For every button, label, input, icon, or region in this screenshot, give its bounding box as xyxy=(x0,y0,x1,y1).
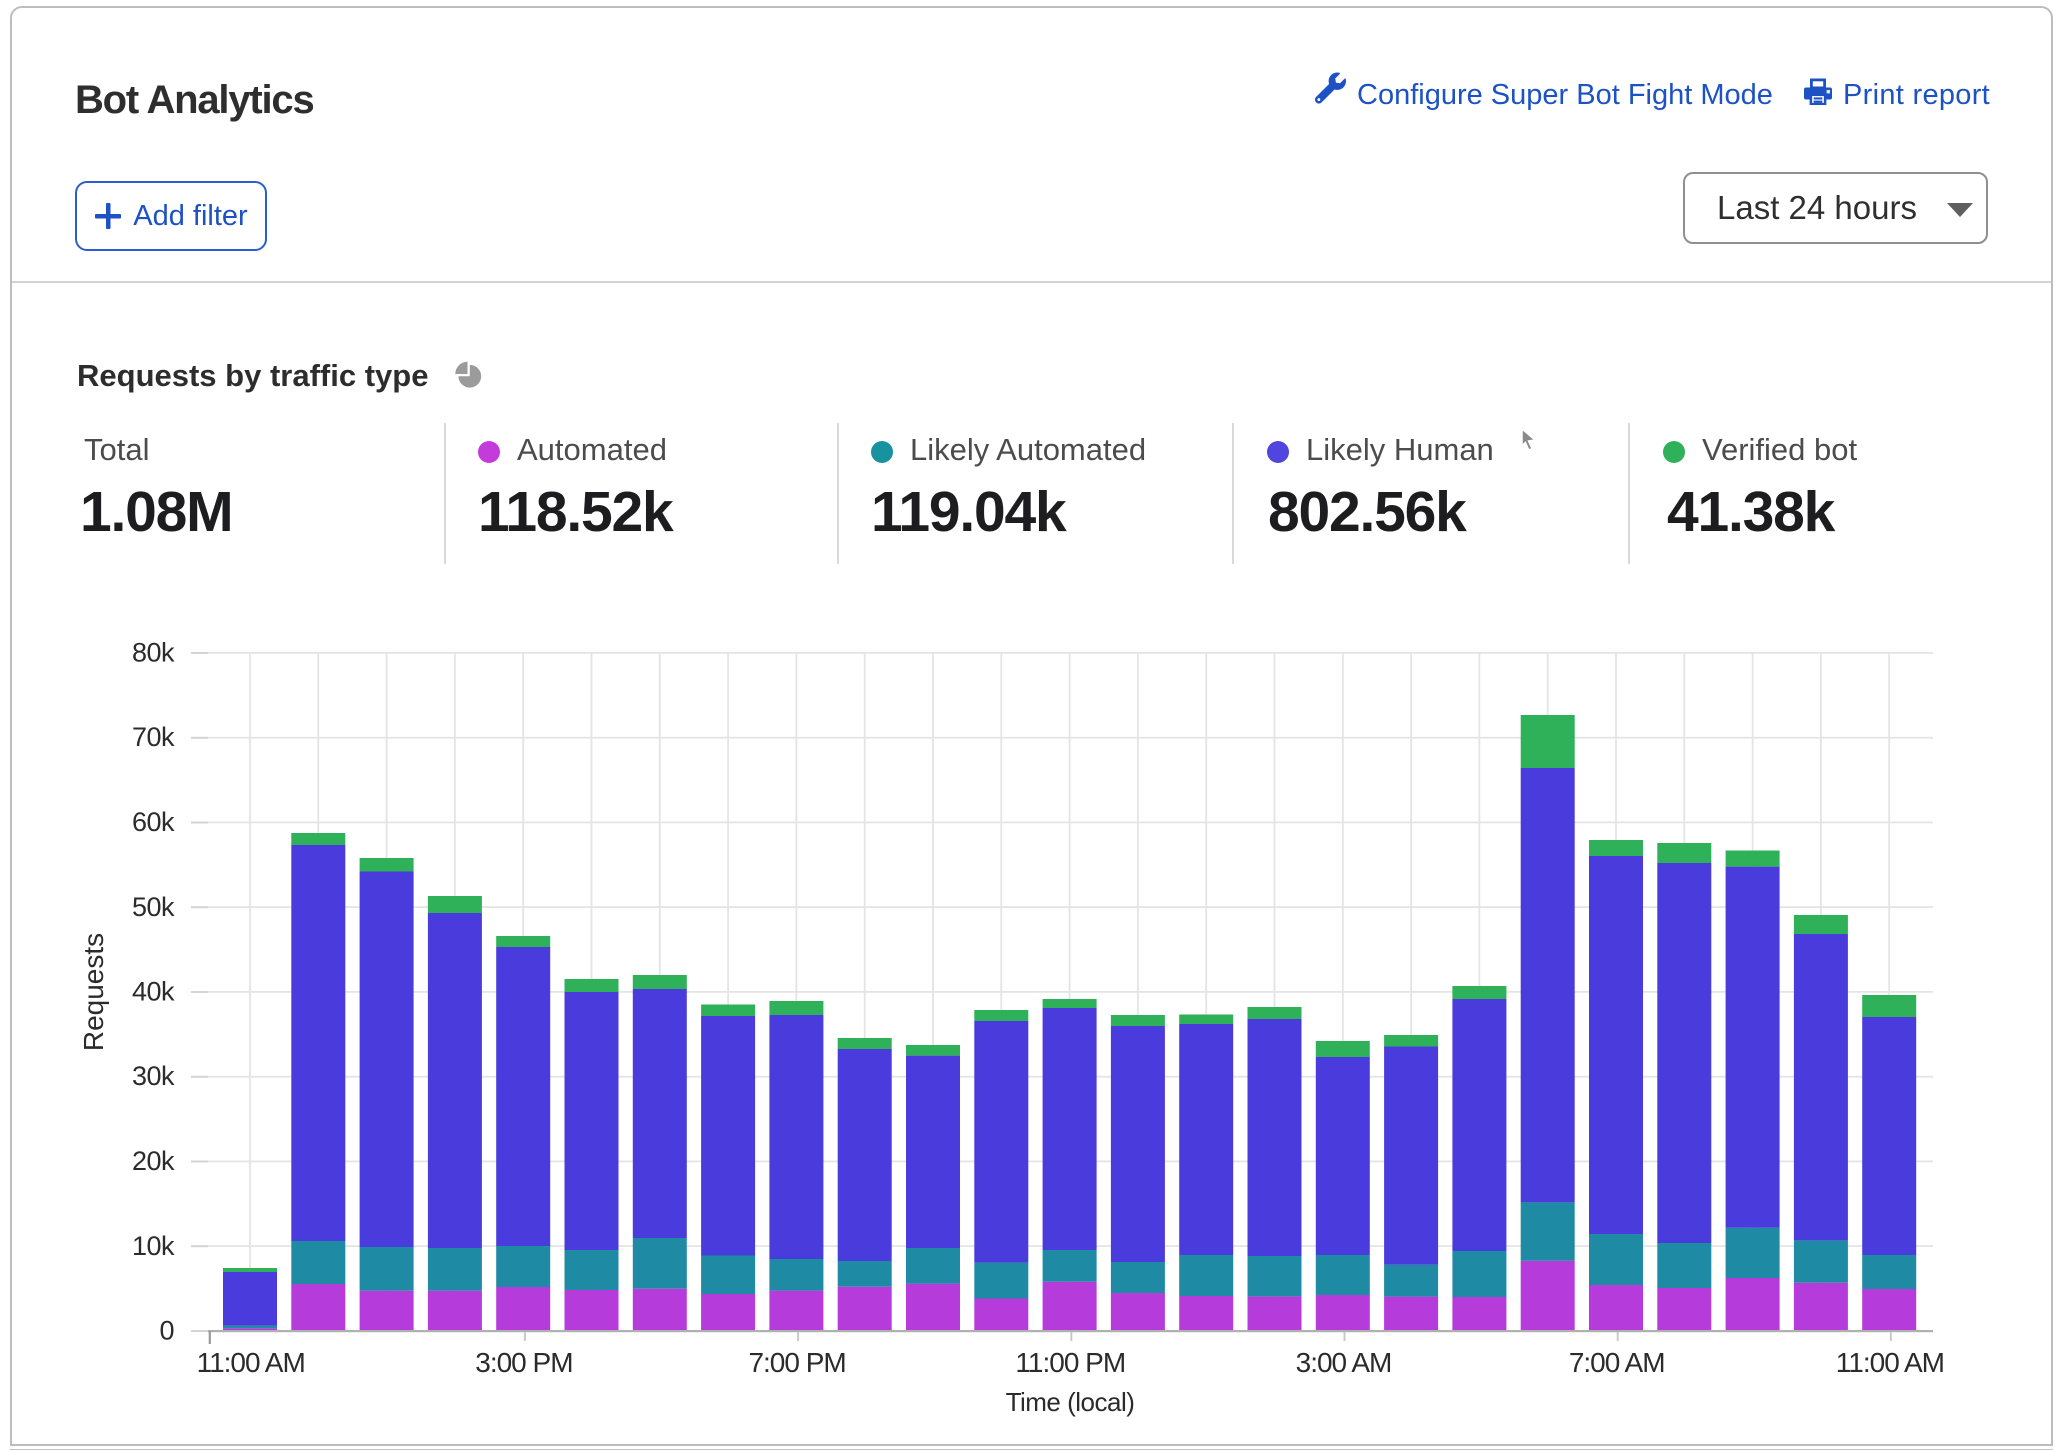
svg-text:30k: 30k xyxy=(132,1061,175,1091)
svg-text:7:00 AM: 7:00 AM xyxy=(1569,1347,1665,1378)
svg-text:Requests: Requests xyxy=(78,933,109,1051)
svg-text:60k: 60k xyxy=(132,807,175,837)
svg-text:7:00 PM: 7:00 PM xyxy=(748,1347,845,1378)
svg-text:20k: 20k xyxy=(132,1146,175,1176)
svg-text:3:00 PM: 3:00 PM xyxy=(475,1347,572,1378)
svg-text:11:00 AM: 11:00 AM xyxy=(1836,1347,1944,1378)
svg-text:11:00 AM: 11:00 AM xyxy=(197,1347,305,1378)
svg-text:0: 0 xyxy=(159,1316,174,1346)
svg-text:Time (local): Time (local) xyxy=(1006,1387,1135,1417)
svg-text:40k: 40k xyxy=(132,977,175,1007)
svg-text:11:00 PM: 11:00 PM xyxy=(1015,1347,1125,1378)
svg-text:10k: 10k xyxy=(132,1231,175,1261)
svg-text:50k: 50k xyxy=(132,892,175,922)
svg-text:80k: 80k xyxy=(132,638,175,668)
svg-text:3:00 AM: 3:00 AM xyxy=(1296,1347,1392,1378)
svg-text:70k: 70k xyxy=(132,722,175,752)
